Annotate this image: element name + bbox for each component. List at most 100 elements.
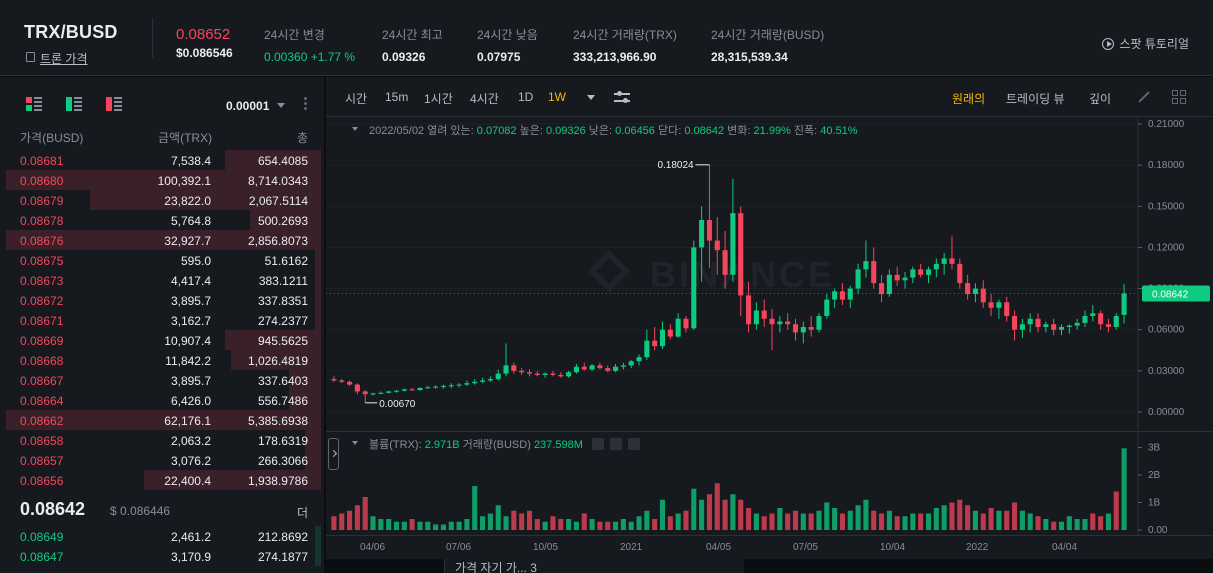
amount-cell: 3,895.7 (170, 374, 211, 388)
candle (769, 309, 775, 351)
candle (417, 387, 423, 391)
volume-bar (863, 499, 869, 530)
volume-bar (910, 513, 916, 530)
volume-tick-label: 1B (1148, 498, 1161, 509)
tick-size-select[interactable]: 0.00001 (226, 99, 270, 113)
mid-price: 0.08642 (20, 499, 86, 519)
x-tick-label: 07/06 (446, 542, 472, 553)
volume-bar (894, 516, 900, 530)
ask-row[interactable]: 0.08678 5,764.8 500.2693 (0, 210, 325, 230)
price-cell: 0.08678 (20, 214, 64, 228)
expand-side-button[interactable] (328, 438, 339, 470)
candle (894, 266, 900, 286)
ask-row[interactable]: 0.08658 2,063.2 178.6319 (0, 430, 325, 450)
index-price-link[interactable]: 트론 가격 (24, 50, 88, 67)
ask-row[interactable]: 0.08672 3,895.7 337.8351 (0, 290, 325, 310)
amount-cell: 11,842.2 (165, 354, 211, 368)
volume-bar (800, 513, 806, 530)
ask-row[interactable]: 0.08657 3,076.2 266.3066 (0, 450, 325, 470)
timeframe-1d[interactable]: 1D (518, 90, 534, 104)
view-original-tab[interactable]: 원래의 (952, 92, 986, 106)
volume-bar (339, 513, 345, 530)
more-link[interactable]: 더 (296, 506, 308, 520)
amount-cell: 62,176.1 (164, 414, 211, 428)
volume-chart[interactable]: 3B 2B 1B 0.00 볼륨(TRX): 2.971B 거래량(BUSD) 237… (326, 431, 1213, 536)
ask-row[interactable]: 0.08656 22,400.4 1,938.9786 (0, 470, 325, 490)
stat-value: 333,213,966.90 (573, 50, 657, 64)
volume-bar (902, 516, 908, 530)
volume-bar (722, 499, 728, 530)
view-depth-tab[interactable]: 깊이 (1089, 92, 1112, 106)
indicator-settings-icon[interactable] (614, 90, 630, 104)
view-asks-icon[interactable] (106, 97, 122, 111)
total-cell: 337.6403 (257, 374, 308, 388)
candle (1082, 310, 1088, 327)
volume-bar (386, 519, 392, 530)
spot-tutorial-link[interactable]: 스팟 튜토리얼 (1102, 35, 1189, 52)
more-vertical-icon[interactable] (304, 97, 307, 111)
total-cell: 212.8692 (257, 530, 308, 544)
pair-title[interactable]: TRX/BUSD (24, 22, 118, 42)
timeframe-15m[interactable]: 15m (385, 90, 409, 104)
price-cell: 0.08675 (20, 254, 64, 268)
ask-row[interactable]: 0.08679 23,822.0 2,067.5114 (0, 190, 325, 210)
stat-label: 24시간 거래량(BUSD) (711, 28, 825, 42)
volume-bar (879, 513, 885, 530)
timeframe-time[interactable]: 시간 (345, 92, 368, 106)
candle (495, 369, 501, 381)
ask-row[interactable]: 0.08668 11,842.2 1,026.4819 (0, 350, 325, 370)
ask-row[interactable]: 0.08669 10,907.4 945.5625 (0, 330, 325, 350)
timeframe-4h[interactable]: 4시간 (470, 92, 499, 106)
ask-row[interactable]: 0.08667 3,895.7 337.6403 (0, 370, 325, 390)
x-tick-label: 04/06 (360, 542, 386, 553)
price-cell: 0.08662 (20, 414, 64, 428)
collapse-caret-icon[interactable] (352, 441, 358, 445)
view-both-icon[interactable] (26, 97, 42, 111)
stat-value: 0.09326 (382, 50, 426, 64)
candle (730, 178, 736, 282)
bid-row[interactable]: 0.08649 2,461.2 212.8692 (0, 526, 325, 546)
layout-grid-icon[interactable] (1172, 90, 1186, 104)
candle (761, 299, 767, 327)
bid-row[interactable]: 0.08647 3,170.9 274.1877 (0, 546, 325, 566)
candle (542, 372, 548, 378)
close-icon[interactable] (627, 438, 640, 450)
candle (957, 258, 963, 289)
ask-row[interactable]: 0.08673 4,417.4 383.1211 (0, 270, 325, 290)
timeframe-1h[interactable]: 1시간 (424, 92, 453, 106)
settings-icon[interactable] (609, 438, 622, 450)
y-tick-label: 0.12000 (1148, 242, 1185, 253)
ask-row[interactable]: 0.08675 595.0 51.6162 (0, 250, 325, 270)
total-cell: 1,026.4819 (247, 354, 308, 368)
candle (347, 380, 353, 386)
candle (331, 376, 337, 382)
ask-row[interactable]: 0.08664 6,426.0 556.7486 (0, 390, 325, 410)
candle (996, 299, 1002, 319)
volume-bar (918, 513, 924, 530)
volume-bar (440, 524, 446, 530)
ask-row[interactable]: 0.08671 3,162.7 274.2377 (0, 310, 325, 330)
expand-icon[interactable] (1136, 90, 1150, 104)
candle (871, 247, 877, 289)
timeframe-1w[interactable]: 1W (548, 90, 566, 104)
candle (370, 392, 376, 396)
bottom-tab[interactable]: 가격 자기 가... 3 (444, 559, 744, 573)
volume-bar (816, 510, 822, 530)
ask-row[interactable]: 0.08676 32,927.7 2,856.8073 (0, 230, 325, 250)
volume-tick-label: 0.00 (1148, 525, 1168, 536)
candle (863, 240, 869, 278)
eye-icon[interactable] (591, 438, 604, 450)
view-bids-icon[interactable] (66, 97, 82, 111)
chevron-down-icon[interactable] (587, 95, 595, 100)
chevron-down-icon[interactable] (277, 103, 285, 108)
ask-row[interactable]: 0.08680 100,392.1 8,714.0343 (0, 170, 325, 190)
collapse-caret-icon[interactable] (352, 127, 358, 131)
candle (910, 266, 916, 284)
orderbook-toolbar: 0.00001 (0, 77, 325, 127)
volume-bar (683, 510, 689, 530)
total-cell: 5,385.6938 (247, 414, 308, 428)
ask-row[interactable]: 0.08662 62,176.1 5,385.6938 (0, 410, 325, 430)
ask-row[interactable]: 0.08681 7,538.4 654.4085 (0, 150, 325, 170)
view-tradingview-tab[interactable]: 트레이딩 뷰 (1006, 92, 1065, 106)
price-chart[interactable]: BINANCE 0.210000.180000.150000.120000.09… (326, 118, 1213, 430)
